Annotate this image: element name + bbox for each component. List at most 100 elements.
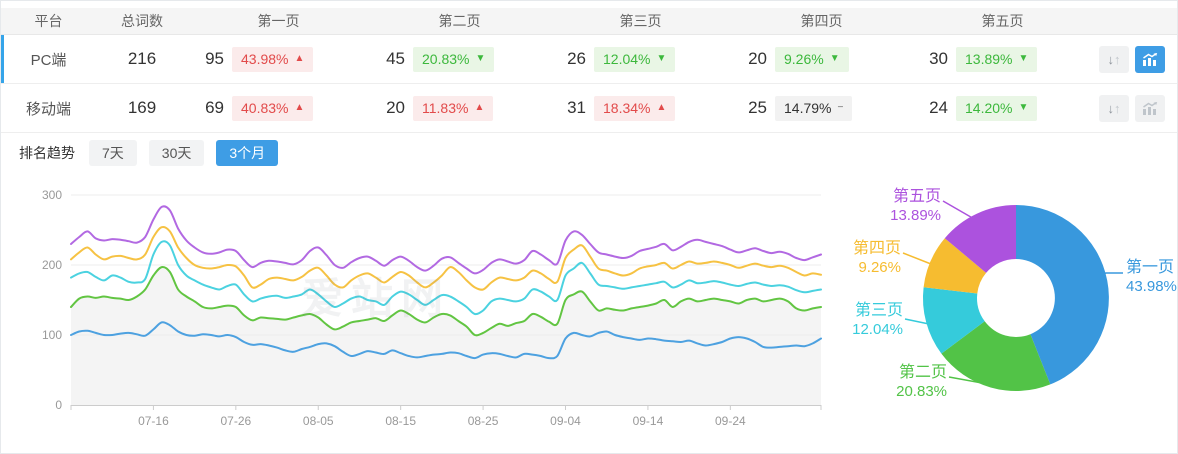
donut-label-第五页: 第五页 13.89% [890,187,941,226]
page-count: 26 [567,49,586,68]
y-axis-label: 200 [42,258,62,272]
change-badge: 14.20% ▼ [956,95,1038,121]
trend-down-icon: ▼ [829,53,840,64]
x-axis-label: 08-05 [303,414,334,428]
change-badge: 13.89% ▼ [956,46,1038,72]
trend-chart-icon [1143,52,1158,66]
line-series-第三页 [70,240,822,316]
col-header-page-2: 第二页 [438,13,481,29]
change-badge: 12.04% ▼ [594,46,676,72]
donut-leader-line-第三页 [904,318,930,325]
donut-label-percent: 12.04% [852,321,903,338]
col-header-page-5: 第五页 [981,13,1024,29]
change-percent: 18.34% [603,100,651,116]
donut-label-name: 第一页 [1126,259,1175,276]
donut-label-name: 第二页 [898,364,947,381]
page-count: 31 [567,98,586,117]
trend-down-icon: ▼ [656,53,667,64]
donut-label-percent: 20.83% [896,383,947,400]
arrow-up-icon: ↑ [1114,100,1121,116]
change-percent: 9.26% [784,51,824,67]
donut-leader-line-第二页 [948,376,994,386]
trend-chart-button[interactable] [1135,94,1165,122]
page-3-cell: 26 12.04% ▼ [550,46,731,72]
table-row-PC端[interactable]: PC端 216 95 43.98% ▲ 45 20.83% ▼ 26 12.04% ▼ 20 9.26%… [1,35,1177,84]
x-axis-label: 09-14 [633,414,664,428]
change-percent: 11.83% [422,100,469,116]
page-5-cell: 24 14.20% ▼ [912,95,1093,121]
x-axis-label: 07-16 [138,414,169,428]
page-3-cell: 31 18.34% ▲ [550,95,731,121]
donut-slice-第一页 [1016,205,1109,385]
page-count: 24 [929,98,948,117]
trend-up-icon: ▲ [294,53,305,64]
col-header-page-1: 第一页 [257,13,300,29]
page-2-cell: 20 11.83% ▲ [369,95,550,121]
change-percent: 14.79% [784,100,832,116]
trend-line-chart: 0 100 200 300 07-16 07-26 08-05 08-15 08-25 09-04… [1,173,836,447]
x-axis-label: 08-15 [385,414,416,428]
donut-label-percent: 13.89% [890,207,941,224]
change-badge: 9.26% ▼ [775,46,849,72]
page-1-cell: 95 43.98% ▲ [188,46,369,72]
trend-chart-button[interactable] [1135,45,1165,73]
y-axis-label: 0 [55,398,62,412]
donut-leader-line-第一页 [1090,272,1123,279]
col-header-page-4: 第四页 [800,13,843,29]
line-series-第一页 [70,321,822,360]
x-axis-label: 09-24 [715,414,746,428]
donut-label-percent: 43.98% [1126,278,1177,295]
page-count: 95 [205,49,224,68]
total-words-value: 216 [127,49,157,68]
col-header-total: 总词数 [121,13,163,29]
row-actions: ↓ ↑ [1093,94,1177,122]
row-actions: ↓ ↑ [1093,45,1177,73]
selected-row-indicator [1,35,4,83]
range-tabs: 7天 30天 3个月 [89,140,290,166]
x-axis-label: 09-04 [550,414,581,428]
change-percent: 14.20% [965,100,1013,116]
trend-up-icon: ▲ [656,102,667,113]
change-badge: 18.34% ▲ [594,95,676,121]
compare-button[interactable]: ↓ ↑ [1099,94,1129,122]
trend-down-icon: ▼ [475,53,486,64]
area-fill-第二页 [71,266,821,405]
change-percent: 40.83% [241,100,289,116]
table-row-移动端[interactable]: 移动端 169 69 40.83% ▲ 20 11.83% ▲ 31 18.34% ▲ 25 14.79… [1,84,1177,133]
donut-label-percent: 9.26% [858,259,901,276]
trend-down-icon: ▼ [1018,53,1029,64]
rank-table: 平台 总词数 第一页 第二页 第三页 第四页 第五页 PC端 216 95 43.98% ▲ 45 20.… [1,1,1177,133]
range-tab-7天[interactable]: 7天 [89,140,137,166]
change-badge: 20.83% ▼ [413,46,495,72]
x-axis-label: 07-26 [220,414,251,428]
total-words-value: 169 [127,98,157,117]
trend-chart-icon [1143,101,1158,115]
donut-leader-line-第四页 [902,252,932,265]
donut-label-name: 第四页 [852,240,901,257]
donut-label-name: 第五页 [892,188,941,205]
platform-label: 移动端 [25,100,71,118]
arrow-down-icon: ↓ [1107,100,1115,116]
change-percent: 20.83% [422,51,470,67]
compare-button[interactable]: ↓ ↑ [1099,45,1129,73]
page-4-cell: 25 14.79% − [731,95,912,121]
x-axis-label: 08-25 [468,414,499,428]
change-badge: 40.83% ▲ [232,95,314,121]
donut-chart-svg [902,200,1123,391]
page-5-cell: 30 13.89% ▼ [912,46,1093,72]
y-axis-label: 100 [42,328,62,342]
arrow-up-icon: ↑ [1114,51,1121,67]
page-count: 45 [386,49,405,68]
change-badge: 11.83% ▲ [413,95,494,121]
range-tab-30天[interactable]: 30天 [148,140,205,166]
donut-slice-第四页 [923,238,987,294]
range-tab-3个月[interactable]: 3个月 [216,140,279,166]
trend-up-icon: ▲ [474,102,485,113]
donut-leader-line-第五页 [942,200,977,221]
platform-label: PC端 [30,51,67,69]
col-header-platform: 平台 [34,13,63,29]
col-header-page-3: 第三页 [619,13,662,29]
donut-label-第一页: 第一页 43.98% [1126,258,1177,297]
donut-label-第四页: 第四页 9.26% [853,239,901,278]
